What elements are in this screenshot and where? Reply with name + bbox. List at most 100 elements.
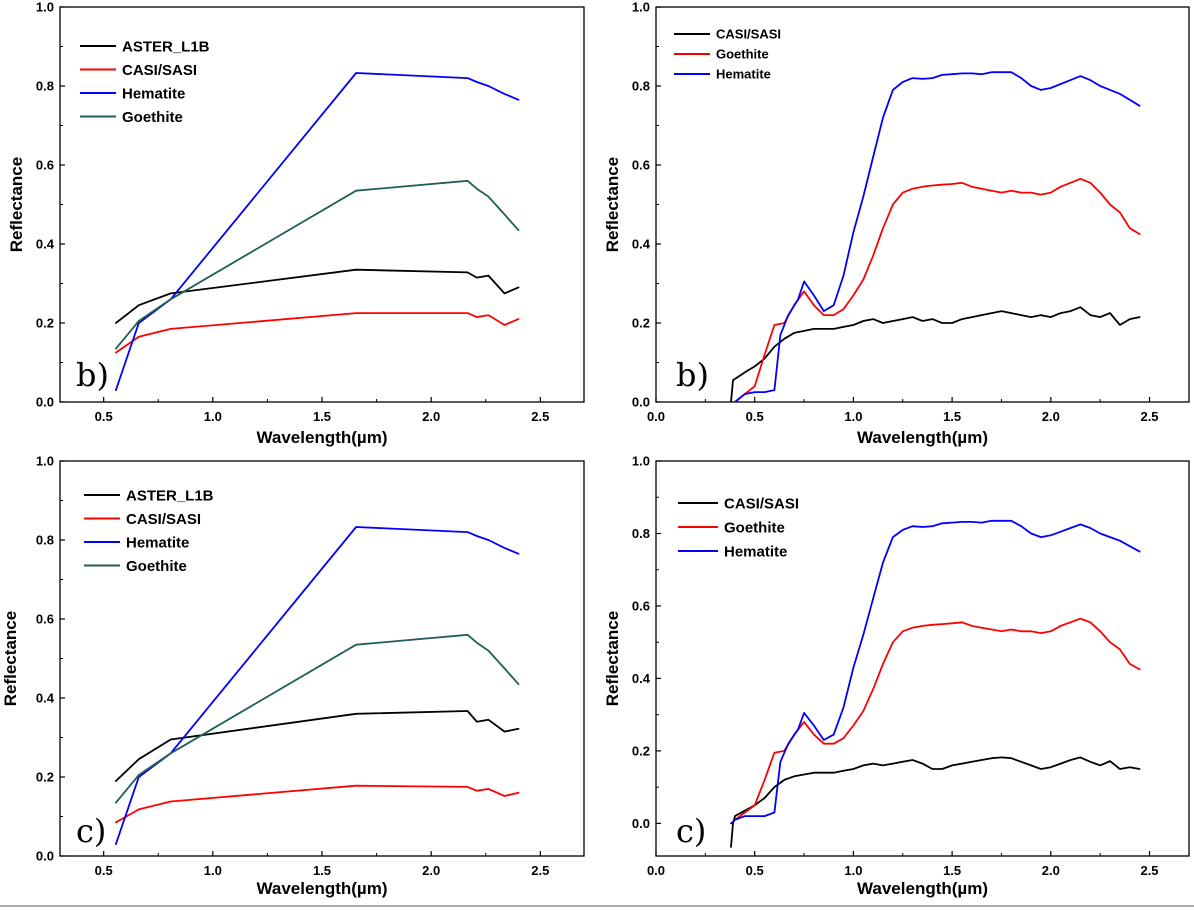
x-tick-label: 2.0 xyxy=(1042,863,1060,878)
y-tick-label: 0.6 xyxy=(36,612,54,627)
legend-label: Hematite xyxy=(724,543,787,560)
legend-label: CASI/SASI xyxy=(122,62,197,79)
legend-label: ASTER_L1B xyxy=(126,487,214,504)
y-tick-label: 0.0 xyxy=(632,816,650,831)
x-tick-label: 1.0 xyxy=(844,863,862,878)
series-group xyxy=(115,72,520,392)
y-tick-label: 0.2 xyxy=(632,743,650,758)
series-line-casi-sasi xyxy=(730,306,1141,402)
legend-label: Hematite xyxy=(122,85,185,102)
x-axis-title: Wavelength(µm) xyxy=(256,428,387,447)
y-tick-label: 1.0 xyxy=(36,0,54,15)
x-tick-label: 0.0 xyxy=(647,863,665,878)
x-axis-title: Wavelength(µm) xyxy=(857,428,988,447)
y-axis-title: Reflectance xyxy=(7,157,26,252)
y-tick-label: 0.4 xyxy=(632,671,651,686)
x-tick-label: 1.5 xyxy=(313,863,331,878)
legend-label: Goethite xyxy=(126,558,187,575)
legend: CASI/SASI Goethite Hematite xyxy=(678,495,799,560)
series-line-goethite xyxy=(734,617,1141,821)
y-tick-label: 0.2 xyxy=(36,770,54,785)
x-tick-label: 1.0 xyxy=(844,409,862,424)
x-tick-label: 0.5 xyxy=(746,863,764,878)
x-tick-label: 2.0 xyxy=(422,409,440,424)
series-line-casi-sasi xyxy=(730,756,1141,848)
series-line-goethite xyxy=(115,633,520,804)
x-tick-label: 2.5 xyxy=(531,409,549,424)
chart-panel-top-right: 0.0 0.2 0.4 0.6 0.8 1.0 0.0 0.5 1.0 1.5 2.0 2.5 Wave… xyxy=(603,0,1190,447)
y-tick-label: 0.0 xyxy=(36,395,54,410)
y-tick-label: 0.8 xyxy=(36,79,54,94)
chart-panel-bottom-right: 0.0 0.2 0.4 0.6 0.8 1.0 0.0 0.5 1.0 1.5 2.0 2.5 Wave… xyxy=(603,454,1190,898)
series-line-hematite xyxy=(115,526,520,845)
x-tick-label: 0.5 xyxy=(746,409,764,424)
legend-label: CASI/SASI xyxy=(126,511,201,528)
y-tick-label: 0.0 xyxy=(632,395,650,410)
legend-label: Goethite xyxy=(716,47,769,62)
legend-label: CASI/SASI xyxy=(724,495,799,512)
y-axis-title: Reflectance xyxy=(1,611,20,706)
x-tick-label: 1.5 xyxy=(313,409,331,424)
series-line-goethite xyxy=(734,177,1141,402)
legend-label: Goethite xyxy=(122,109,183,126)
series-line-casi-sasi xyxy=(115,312,520,354)
x-tick-label: 1.0 xyxy=(204,409,222,424)
panel-label: c) xyxy=(76,812,106,850)
y-tick-label: 0.8 xyxy=(36,533,54,548)
y-tick-label: 0.8 xyxy=(632,526,650,541)
y-tick-label: 1.0 xyxy=(36,454,54,469)
legend: ASTER_L1B CASI/SASI Hematite Goethite xyxy=(84,487,214,575)
series-line-aster-l1b xyxy=(115,268,520,324)
legend-label: ASTER_L1B xyxy=(122,38,210,55)
x-tick-label: 0.5 xyxy=(95,863,113,878)
y-tick-label: 0.0 xyxy=(36,849,54,864)
legend: CASI/SASI Goethite Hematite xyxy=(674,27,781,82)
legend-label: Goethite xyxy=(724,519,785,536)
y-tick-label: 0.2 xyxy=(36,316,54,331)
legend-label: Hematite xyxy=(716,67,771,82)
x-tick-label: 2.5 xyxy=(1140,409,1158,424)
legend: ASTER_L1B CASI/SASI Hematite Goethite xyxy=(80,38,210,126)
x-tick-label: 2.5 xyxy=(1140,863,1158,878)
legend-label: Hematite xyxy=(126,534,189,551)
y-tick-label: 0.2 xyxy=(632,316,650,331)
series-group xyxy=(115,526,520,845)
y-axis-title: Reflectance xyxy=(603,611,622,706)
x-axis-title: Wavelength(µm) xyxy=(256,879,387,898)
series-group xyxy=(730,71,1141,402)
y-tick-label: 0.8 xyxy=(632,79,650,94)
x-tick-label: 0.0 xyxy=(647,409,665,424)
x-tick-label: 1.5 xyxy=(943,409,961,424)
y-tick-label: 0.6 xyxy=(632,158,650,173)
chart-panel-bottom-left: 0.0 0.2 0.4 0.6 0.8 1.0 0.5 1.0 1.5 2.0 2.5 Wavelen… xyxy=(1,454,585,898)
y-axis-title: Reflectance xyxy=(603,157,622,252)
x-tick-label: 2.0 xyxy=(422,863,440,878)
series-line-hematite xyxy=(115,72,520,392)
series-line-casi-sasi xyxy=(115,784,520,824)
x-tick-label: 1.5 xyxy=(943,863,961,878)
y-tick-label: 0.4 xyxy=(36,237,55,252)
chart-panel-top-left: 0.0 0.2 0.4 0.6 0.8 1.0 0.5 1.0 1.5 2.0 2.5 Wavelen… xyxy=(7,0,585,447)
x-tick-label: 0.5 xyxy=(95,409,113,424)
panel-label: b) xyxy=(76,356,109,394)
panel-label: c) xyxy=(676,812,706,850)
panel-label: b) xyxy=(676,356,709,394)
y-tick-label: 0.4 xyxy=(632,237,651,252)
series-line-goethite xyxy=(115,179,520,350)
legend-label: CASI/SASI xyxy=(716,27,781,42)
y-tick-label: 0.4 xyxy=(36,691,55,706)
y-tick-label: 1.0 xyxy=(632,454,650,469)
x-tick-label: 2.5 xyxy=(531,863,549,878)
series-group xyxy=(730,519,1141,848)
y-tick-label: 0.6 xyxy=(632,598,650,613)
y-tick-label: 1.0 xyxy=(632,0,650,15)
y-tick-label: 0.6 xyxy=(36,158,54,173)
x-axis-title: Wavelength(µm) xyxy=(857,879,988,898)
x-tick-label: 1.0 xyxy=(204,863,222,878)
series-line-hematite xyxy=(730,519,1141,825)
series-line-aster-l1b xyxy=(115,710,520,782)
series-line-hematite xyxy=(734,71,1141,402)
plot-frame xyxy=(655,460,1190,857)
x-tick-label: 2.0 xyxy=(1042,409,1060,424)
